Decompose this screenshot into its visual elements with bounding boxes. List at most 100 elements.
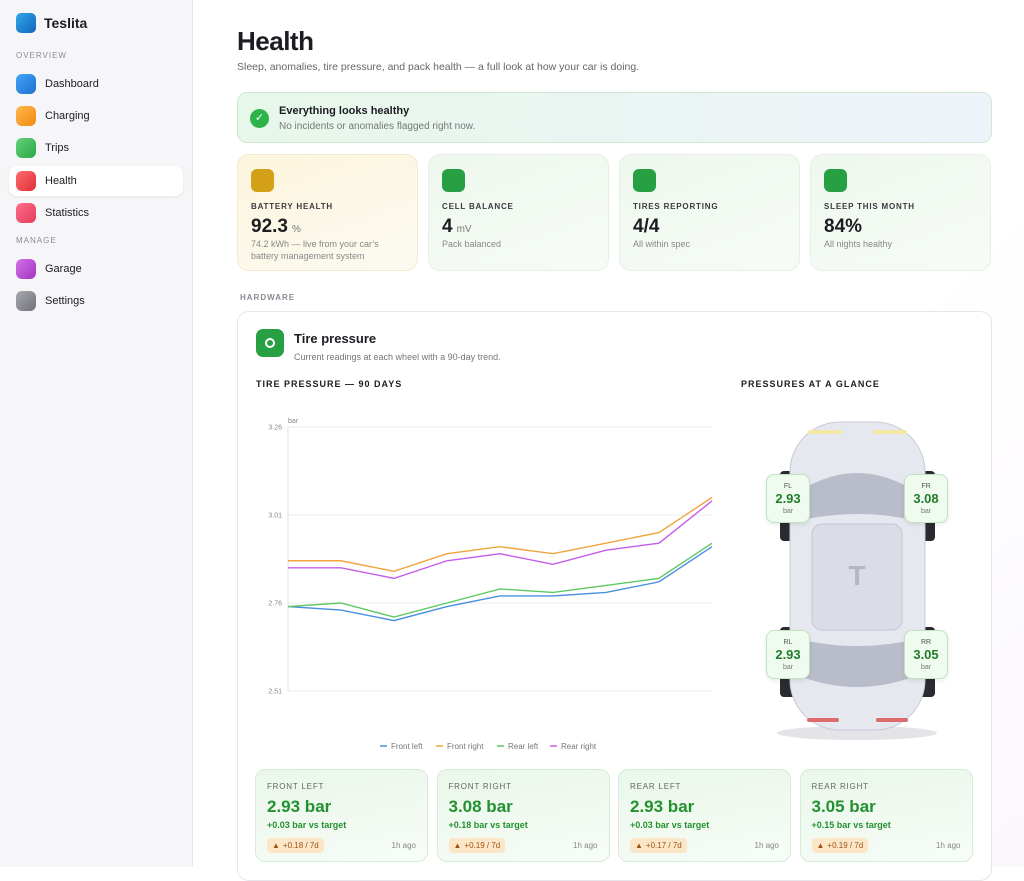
stat-card: CELL BALANCE 4 mV Pack balanced [428,154,609,271]
tire-delta: +0.18 bar vs target [448,820,528,830]
nav-item[interactable]: Charging [9,101,183,131]
tire-delta: +0.03 bar vs target [267,820,347,830]
check-icon: ✓ [250,109,269,128]
stat-card: TIRES REPORTING 4/4 All within spec [619,154,800,271]
tire-name: FRONT LEFT [267,782,325,791]
wheel-label: FL 2.93 bar [766,474,810,523]
wheel-pressure: 3.05 [913,647,939,662]
headlight [873,430,907,434]
tire-trend: ▲ +0.19 / 7d [448,838,506,853]
tire-updated: 1h ago [936,841,961,850]
stat-icon [824,169,847,192]
tire-card: REAR LEFT 2.93 bar +0.03 bar vs target ▲ +0.… [618,769,791,862]
headlight [808,430,842,434]
stat-value: 4/4 [633,216,659,238]
wheel-unit: bar [782,508,794,515]
stat-note: 74.2 kWh — live from your car’s battery … [251,239,379,261]
roof [811,523,903,631]
panel-icon [256,329,284,357]
windshield [800,473,915,519]
wheel-unit: bar [920,508,932,515]
y-tick-label: 3.26 [268,425,282,432]
trend-arrow: ▲ [272,841,280,850]
car-shadow [777,726,937,740]
nav-icon [16,259,36,279]
y-tick-label: 2.51 [268,689,282,696]
trend-arrow: ▲ [816,841,825,850]
section-label: HARDWARE [240,293,296,302]
stat-unit: % [291,224,301,235]
car-logo: T [848,560,865,591]
tire-updated: 1h ago [754,841,779,850]
trend-arrow: ▲ [635,841,643,850]
nav-item[interactable]: Dashboard [9,69,183,99]
nav-item[interactable]: Health [9,165,183,196]
stat-value: 92.3% [251,216,301,238]
nav-label: Settings [45,295,85,308]
trend-text: +0.17 / 7d [645,841,682,850]
chart: bar 2.51 2.76 3.01 3.26 Front left Front right… [268,418,713,751]
tire-delta: +0.15 bar vs target [811,820,891,830]
wheel-label: FR 3.08 bar [904,474,948,523]
nav-item[interactable]: Trips [9,133,183,163]
stat-number: 4/4 [633,216,660,237]
taillight [876,718,908,722]
stat-note: All within spec [633,239,691,249]
stat-label: BATTERY HEALTH [251,202,334,211]
legend-label: Rear left [508,742,539,751]
wheel-unit: bar [782,664,794,671]
nav-label: Dashboard [45,78,99,90]
nav-icon [16,138,36,159]
stat-value: 4 mV [442,216,472,238]
stat-label: SLEEP THIS MONTH [824,202,915,211]
nav-item[interactable]: Statistics [9,198,183,228]
stat-value: 84% [824,216,862,238]
stat-card: BATTERY HEALTH 92.3% 74.2 kWh — live from … [237,154,418,271]
y-tick-label: 3.01 [268,513,282,520]
tire-value: 2.93 bar [267,797,332,816]
tire-trend: ▲ +0.19 / 7d [811,838,869,853]
tire-updated: 1h ago [391,841,416,850]
nav-icon [16,106,36,127]
stat-icon [251,169,274,192]
wheel-pressure: 3.08 [913,491,939,506]
stat-card: SLEEP THIS MONTH 84% All nights healthy [810,154,991,271]
stat-note: Pack balanced [442,239,502,249]
tire-value: 3.05 bar [811,797,876,816]
stat-icon [442,169,465,192]
y-tick-label: 2.76 [268,601,282,608]
series-line [287,546,713,622]
wheel-position: FR [921,483,931,490]
car-diagram: T [777,421,937,740]
wheel-pressure: 2.93 [775,491,801,506]
tire-card: REAR RIGHT 3.05 bar +0.15 bar vs target ▲ +0… [799,769,973,862]
wheel-position: FL [783,483,793,490]
sidebar: Teslita OVERVIEW Dashboard Charging Trips He… [0,0,193,867]
stat-number: 92.3 [251,216,288,237]
page-subtitle: Sleep, anomalies, tire pressure, and pac… [237,61,640,73]
tire-card: FRONT LEFT 2.93 bar +0.03 bar vs target ▲ +0… [255,769,428,862]
banner-text: No incidents or anomalies flagged right … [279,121,476,132]
wheel-label: RR 3.05 bar [904,630,948,679]
tire-value: 2.93 bar [630,797,695,816]
wheel-pressure: 2.93 [775,647,801,662]
nav-section-title: OVERVIEW [16,51,67,60]
nav-icon [16,74,36,94]
nav-icon [16,170,36,191]
nav-section-title: MANAGE [16,236,57,245]
nav-item[interactable]: Garage [9,254,183,284]
stat-icon [633,169,656,192]
stat-number: 4 [442,216,453,237]
brand-name: Teslita [44,15,88,31]
chart-title: TIRE PRESSURE — 90 DAYS [256,379,403,389]
tire-trend: ▲ +0.18 / 7d [267,838,324,853]
wheel-position: RR [920,639,932,646]
page-title: Health [237,26,314,56]
tire-name: REAR LEFT [630,782,682,791]
stat-label: TIRES REPORTING [633,202,719,211]
stat-unit: mV [456,224,472,235]
nav-item[interactable]: Settings [9,286,183,316]
nav-label: Garage [45,263,82,275]
tire-name: REAR RIGHT [811,782,869,791]
